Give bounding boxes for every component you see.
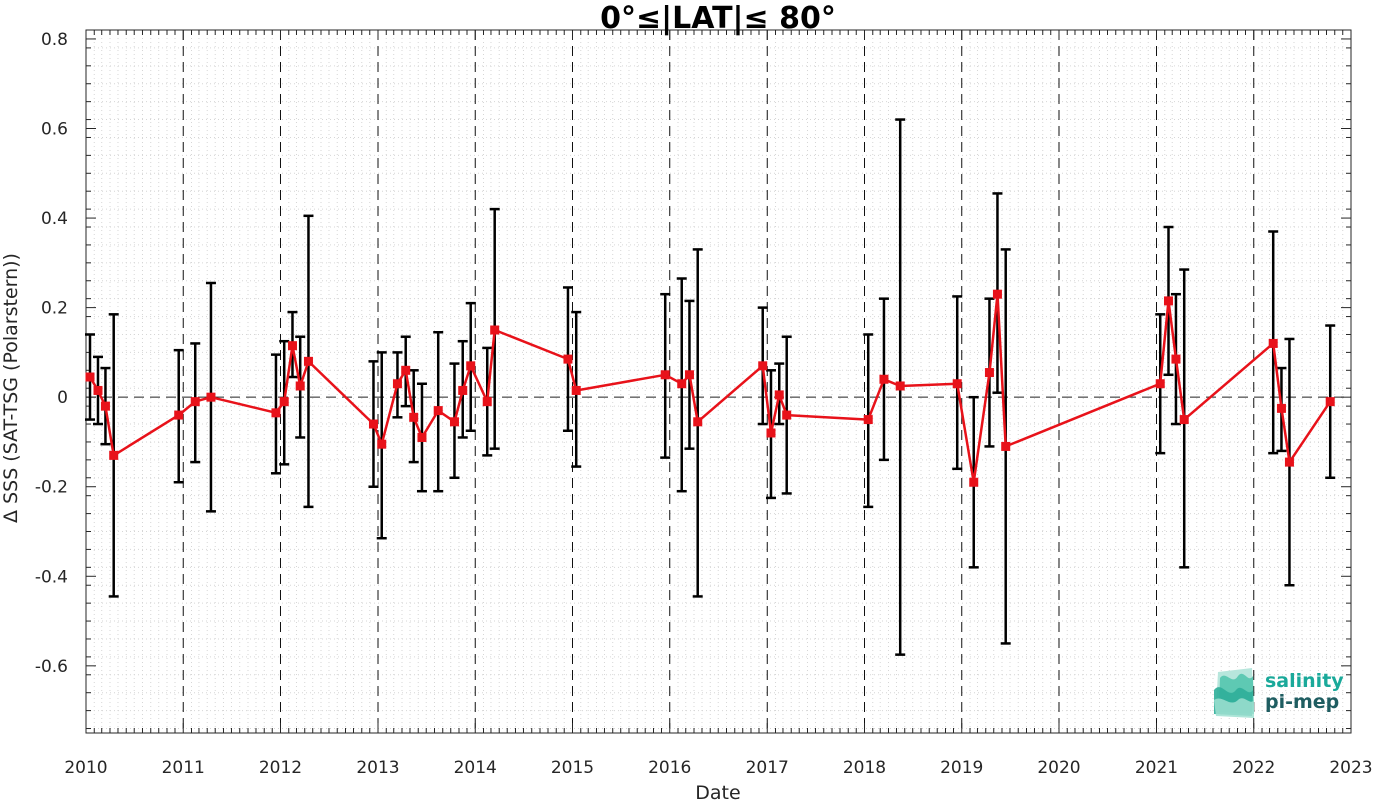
y-tick-label: -0.2 xyxy=(35,478,68,498)
data-point-marker xyxy=(392,379,402,389)
data-point-marker xyxy=(1284,457,1294,467)
data-point-marker xyxy=(295,381,305,391)
y-tick-label: -0.6 xyxy=(35,657,68,677)
data-point-marker xyxy=(992,289,1002,299)
salinity-pi-mep-logo: salinity pi-mep xyxy=(1214,668,1344,718)
data-point-marker xyxy=(279,397,289,407)
data-point-marker xyxy=(1171,354,1181,364)
chart-title: 0°≤|LAT|≤ 80° xyxy=(600,1,836,36)
data-point-marker xyxy=(368,419,378,429)
y-tick-label: -0.4 xyxy=(35,567,68,587)
data-point-marker xyxy=(1163,296,1173,306)
x-tick-label: 2019 xyxy=(940,758,983,778)
data-point-marker xyxy=(417,432,427,442)
x-tick-label: 2011 xyxy=(162,758,205,778)
x-tick-label: 2010 xyxy=(64,758,107,778)
data-point-marker xyxy=(482,397,492,407)
data-point-marker xyxy=(174,410,184,420)
data-point-marker xyxy=(758,361,768,371)
data-point-marker xyxy=(571,385,581,395)
series-line xyxy=(88,292,1332,484)
data-point-marker xyxy=(677,379,687,389)
data-point-marker xyxy=(563,354,573,364)
data-point-marker xyxy=(1155,379,1165,389)
x-tick-label: 2022 xyxy=(1232,758,1275,778)
data-point-marker xyxy=(684,370,694,380)
data-point-marker xyxy=(693,417,703,427)
y-tick-labels: -0.6 -0.4 -0.2 0 0.2 0.4 0.6 0.8 xyxy=(35,30,68,677)
x-tick-label: 2013 xyxy=(356,758,399,778)
minor-grid xyxy=(86,30,1351,733)
x-tick-label: 2020 xyxy=(1037,758,1080,778)
data-point-marker xyxy=(271,408,281,418)
wave-logo-icon xyxy=(1214,668,1254,718)
data-point-marker xyxy=(401,365,411,375)
data-point-marker xyxy=(969,477,979,487)
y-tick-label: 0 xyxy=(57,388,68,408)
logo-text-salinity: salinity xyxy=(1265,670,1344,692)
data-point-marker xyxy=(1179,415,1189,425)
x-tick-label: 2023 xyxy=(1329,758,1372,778)
data-point-marker xyxy=(1268,338,1278,348)
x-tick-label: 2018 xyxy=(843,758,886,778)
data-point-marker xyxy=(660,370,670,380)
data-point-marker xyxy=(287,341,297,351)
data-point-marker xyxy=(1325,397,1335,407)
data-point-marker xyxy=(85,372,95,382)
data-point-marker xyxy=(490,325,500,335)
data-point-marker xyxy=(458,385,468,395)
data-point-marker xyxy=(863,415,873,425)
data-point-marker xyxy=(1276,403,1286,413)
data-point-marker xyxy=(190,397,200,407)
data-point-marker xyxy=(782,410,792,420)
data-point-marker xyxy=(93,385,103,395)
data-point-marker xyxy=(377,439,387,449)
data-point-marker xyxy=(100,401,110,411)
y-tick-label: 0.6 xyxy=(41,120,68,140)
data-point-marker xyxy=(449,417,459,427)
data-point-marker xyxy=(303,356,313,366)
x-tick-label: 2016 xyxy=(648,758,691,778)
data-point-marker xyxy=(766,428,776,438)
data-point-marker xyxy=(409,412,419,422)
data-point-marker xyxy=(109,450,119,460)
y-tick-label: 0.8 xyxy=(41,30,68,50)
data-markers xyxy=(85,289,1335,487)
x-axis-title: Date xyxy=(695,782,740,801)
data-point-marker xyxy=(774,390,784,400)
data-point-marker xyxy=(952,379,962,389)
data-point-marker xyxy=(433,406,443,416)
x-tick-label: 2012 xyxy=(259,758,302,778)
year-boundary-lines xyxy=(182,30,1255,733)
logo-text-pi-mep: pi-mep xyxy=(1265,691,1339,713)
x-tick-label: 2015 xyxy=(551,758,594,778)
data-point-marker xyxy=(984,368,994,378)
data-point-marker xyxy=(466,361,476,371)
data-point-marker xyxy=(879,374,889,384)
data-point-marker xyxy=(1001,441,1011,451)
x-tick-label: 2014 xyxy=(454,758,497,778)
y-tick-label: 0.2 xyxy=(41,299,68,319)
x-tick-labels: 2010 2011 2012 2013 2014 2015 2016 2017 2018 2019… xyxy=(64,758,1372,778)
x-tick-label: 2021 xyxy=(1135,758,1178,778)
y-axis-title: Δ SSS (SAT-TSG (Polarstern)) xyxy=(0,253,22,523)
x-tick-label: 2017 xyxy=(746,758,789,778)
data-point-marker xyxy=(206,392,216,402)
data-point-marker xyxy=(895,381,905,391)
y-tick-label: 0.4 xyxy=(41,209,68,229)
